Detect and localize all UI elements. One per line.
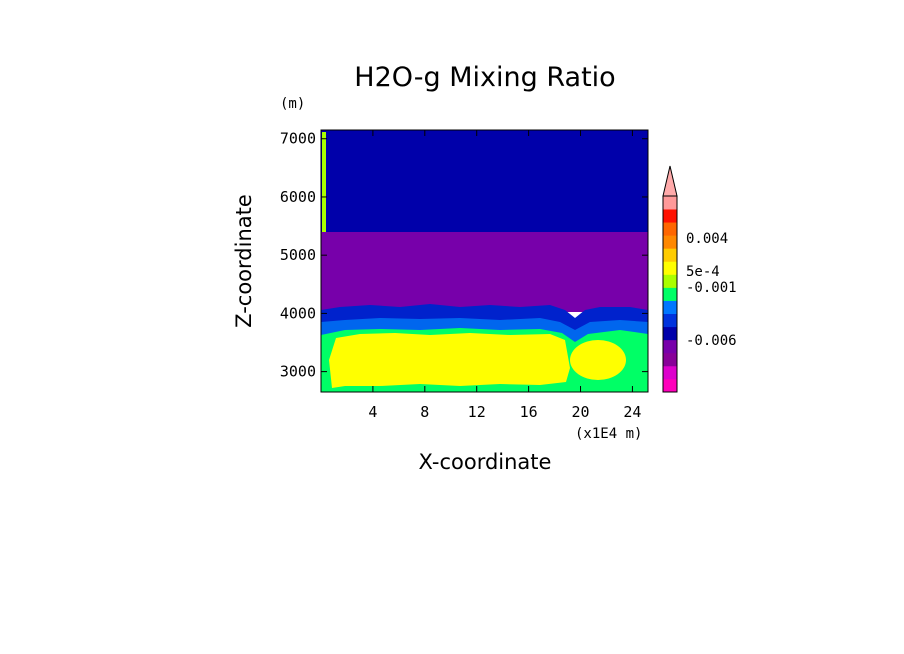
y-tick-label: 3000 bbox=[280, 363, 316, 381]
colorbar-swatch bbox=[663, 365, 677, 380]
plot-frame bbox=[320, 129, 649, 393]
x-tick-label: 24 bbox=[623, 403, 641, 421]
chart-title: H2O-g Mixing Ratio bbox=[354, 62, 615, 93]
y-axis-title: Z-coordinate bbox=[232, 194, 256, 328]
x-tick-label: 20 bbox=[571, 403, 589, 421]
x-tick-label: 12 bbox=[468, 403, 486, 421]
colorbar-swatch bbox=[663, 248, 677, 262]
y-tick-label: 4000 bbox=[280, 304, 316, 322]
colorbar-label: -0.006 bbox=[686, 333, 737, 349]
colorbar-swatch bbox=[663, 326, 677, 341]
colorbar-swatch bbox=[663, 261, 677, 275]
y-tick-label: 7000 bbox=[280, 130, 316, 148]
colorbar bbox=[662, 165, 678, 393]
y-axis: 3000 4000 5000 6000 7000 bbox=[280, 130, 648, 381]
colorbar-swatch bbox=[663, 222, 677, 236]
colorbar-swatch bbox=[663, 287, 677, 301]
x-unit-label: (x1E4 m) bbox=[575, 426, 642, 442]
x-tick-label: 16 bbox=[520, 403, 538, 421]
x-axis-title: X-coordinate bbox=[419, 450, 552, 474]
y-tick-label: 6000 bbox=[280, 188, 316, 206]
region-core-east bbox=[570, 340, 626, 380]
colorbar-labels: 0.004 5e-4-0.001 -0.006 bbox=[686, 231, 737, 349]
x-axis: 4 8 12 16 20 24 bbox=[368, 130, 641, 421]
colorbar-label: 5e-4 bbox=[686, 264, 720, 280]
colorbar-swatch bbox=[663, 378, 677, 393]
left-edge-strip bbox=[322, 132, 326, 232]
colorbar-swatch bbox=[663, 313, 677, 328]
colorbar-label: -0.001 bbox=[686, 280, 737, 296]
x-tick-label: 4 bbox=[368, 403, 377, 421]
region-middle-layer bbox=[321, 232, 648, 312]
colorbar-swatch bbox=[663, 300, 677, 314]
colorbar-swatch bbox=[663, 209, 677, 223]
colorbar-frame bbox=[662, 195, 678, 393]
region-core bbox=[329, 333, 570, 388]
region-upper-layer bbox=[321, 130, 648, 234]
plot-area bbox=[321, 130, 648, 392]
colorbar-swatch bbox=[663, 274, 677, 288]
colorbar-swatch bbox=[663, 235, 677, 249]
x-tick-label: 8 bbox=[420, 403, 429, 421]
colorbar-swatch bbox=[663, 352, 677, 367]
colorbar-swatch bbox=[663, 196, 677, 210]
y-unit-label: (m) bbox=[280, 96, 305, 112]
colorbar-label: 0.004 bbox=[686, 231, 728, 247]
colorbar-extend-arrow bbox=[662, 165, 678, 197]
y-tick-label: 5000 bbox=[280, 246, 316, 264]
colorbar-swatch bbox=[663, 339, 677, 354]
